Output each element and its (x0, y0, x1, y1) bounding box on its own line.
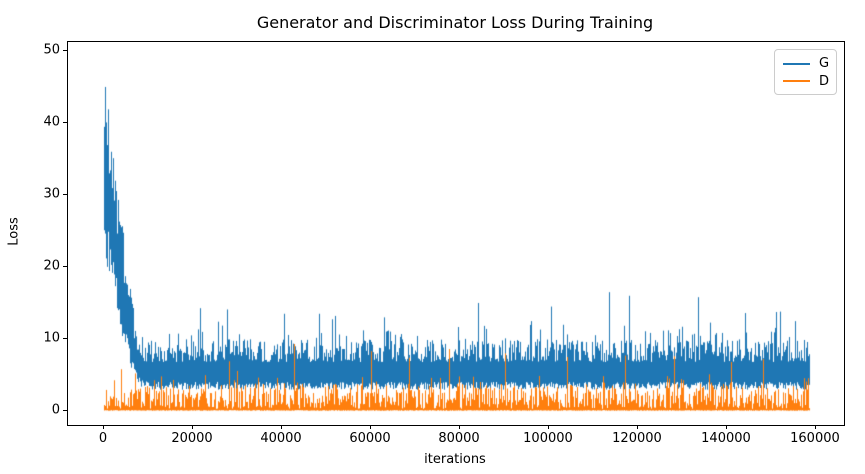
x-tick-label: 60000 (349, 431, 391, 446)
legend-item-d: D (783, 73, 830, 91)
legend-item-g: G (783, 55, 830, 73)
x-tick-mark (814, 425, 816, 429)
y-tick-label: 40 (43, 114, 60, 130)
x-tick-mark (725, 425, 727, 429)
x-tick-label: 160000 (790, 431, 840, 446)
y-tick-label: 10 (43, 330, 60, 346)
x-tick-label: 0 (98, 431, 108, 446)
d-line-swatch (783, 80, 810, 83)
x-tick-mark (103, 425, 105, 429)
y-tick-mark (63, 409, 67, 411)
legend: G D (774, 49, 837, 95)
y-tick-mark (63, 337, 67, 339)
plot-area (67, 41, 845, 426)
y-tick-mark (63, 193, 67, 195)
y-axis-label: Loss (6, 217, 22, 246)
x-tick-mark (281, 425, 283, 429)
x-axis-label: iterations (424, 452, 486, 467)
x-tick-mark (547, 425, 549, 429)
x-tick-mark (192, 425, 194, 429)
x-tick-label: 40000 (260, 431, 302, 446)
y-tick-label: 0 (51, 402, 60, 418)
x-tick-label: 20000 (171, 431, 213, 446)
y-tick-mark (63, 265, 67, 267)
y-tick-label: 50 (43, 42, 60, 58)
x-tick-mark (370, 425, 371, 429)
x-tick-label: 140000 (701, 431, 751, 446)
x-tick-label: 100000 (523, 431, 573, 446)
x-tick-mark (636, 425, 638, 429)
loss-curves-canvas (68, 42, 844, 425)
g-line-swatch (783, 62, 810, 65)
x-tick-mark (459, 425, 460, 429)
chart-title: Generator and Discriminator Loss During … (256, 13, 654, 32)
y-tick-mark (63, 121, 67, 123)
legend-label-d: D (819, 73, 830, 89)
y-tick-label: 30 (43, 186, 60, 202)
legend-label-g: G (819, 56, 830, 72)
y-tick-label: 20 (43, 258, 60, 274)
y-tick-mark (63, 49, 67, 51)
x-tick-label: 80000 (438, 431, 480, 446)
x-tick-label: 120000 (612, 431, 662, 446)
